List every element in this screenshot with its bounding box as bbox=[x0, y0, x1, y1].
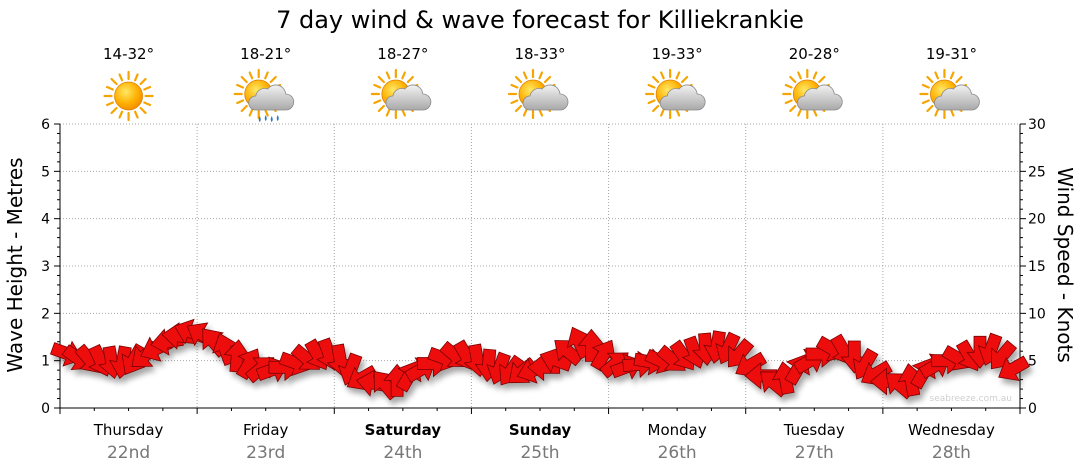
day-label: Saturday bbox=[365, 421, 442, 439]
y-tick-label: 1 bbox=[41, 354, 50, 370]
y-axis-title: Wave Height - Metres bbox=[3, 157, 27, 372]
y-tick-label: 5 bbox=[41, 164, 50, 180]
day-date: 24th bbox=[383, 443, 422, 463]
day-label: Sunday bbox=[509, 421, 572, 439]
rain-shape bbox=[258, 115, 279, 122]
sun-cloud-rain-icon bbox=[233, 68, 295, 122]
temp-range: 14-32° bbox=[103, 45, 154, 63]
sun-cloud-icon bbox=[370, 68, 432, 120]
chart-title: 7 day wind & wave forecast for Killiekra… bbox=[276, 6, 804, 34]
day-date: 28th bbox=[932, 443, 971, 463]
sun-cloud-icon bbox=[507, 68, 569, 120]
y-tick-label: 0 bbox=[41, 401, 50, 417]
y2-tick-label: 15 bbox=[1028, 259, 1046, 275]
sun-shape bbox=[103, 70, 154, 122]
wind-arrow-series bbox=[49, 318, 1030, 401]
y2-tick-label: 20 bbox=[1028, 212, 1046, 228]
day-date: 25th bbox=[520, 443, 559, 463]
y2-tick-label: 10 bbox=[1028, 306, 1046, 322]
day-label: Friday bbox=[243, 421, 289, 439]
y-tick-label: 3 bbox=[41, 259, 50, 275]
sun-cloud-icon bbox=[919, 68, 980, 120]
temp-range: 19-31° bbox=[926, 45, 977, 63]
watermark: seabreeze.com.au bbox=[930, 394, 1012, 404]
temp-range: 18-33° bbox=[514, 45, 565, 63]
y2-tick-label: 0 bbox=[1028, 401, 1037, 417]
sun-cloud-icon bbox=[645, 68, 706, 120]
day-label: Wednesday bbox=[908, 421, 995, 439]
wind-arrow bbox=[998, 355, 1030, 381]
sun-icon bbox=[103, 70, 154, 122]
y-tick-label: 6 bbox=[41, 117, 50, 133]
sun-cloud-icon bbox=[782, 68, 843, 120]
temp-range: 19-33° bbox=[652, 45, 703, 63]
y2-tick-label: 25 bbox=[1028, 164, 1046, 180]
day-date: 22nd bbox=[107, 443, 150, 463]
day-label: Monday bbox=[648, 421, 707, 439]
day-date: 23rd bbox=[246, 443, 285, 463]
temp-range: 18-27° bbox=[377, 45, 428, 63]
y2-axis-title: Wind Speed - Knots bbox=[1053, 167, 1077, 363]
day-header: Thursday 22nd 14-32° Friday 23rd 18-21° Saturd… bbox=[93, 45, 995, 463]
day-label: Thursday bbox=[93, 421, 164, 439]
y-tick-label: 2 bbox=[41, 306, 50, 322]
day-date: 27th bbox=[795, 443, 834, 463]
day-date: 26th bbox=[658, 443, 697, 463]
grid bbox=[60, 123, 1020, 408]
temp-range: 20-28° bbox=[789, 45, 840, 63]
axes: 0 1 2 3 4 5 6 0 5 10 15 20 25 30 bbox=[41, 117, 1046, 417]
wind-arrow bbox=[383, 363, 411, 397]
temp-range: 18-21° bbox=[240, 45, 291, 63]
day-label: Tuesday bbox=[783, 421, 845, 439]
y2-tick-label: 30 bbox=[1028, 117, 1046, 133]
y2-tick-label: 5 bbox=[1028, 354, 1037, 370]
y-tick-label: 4 bbox=[41, 212, 50, 228]
